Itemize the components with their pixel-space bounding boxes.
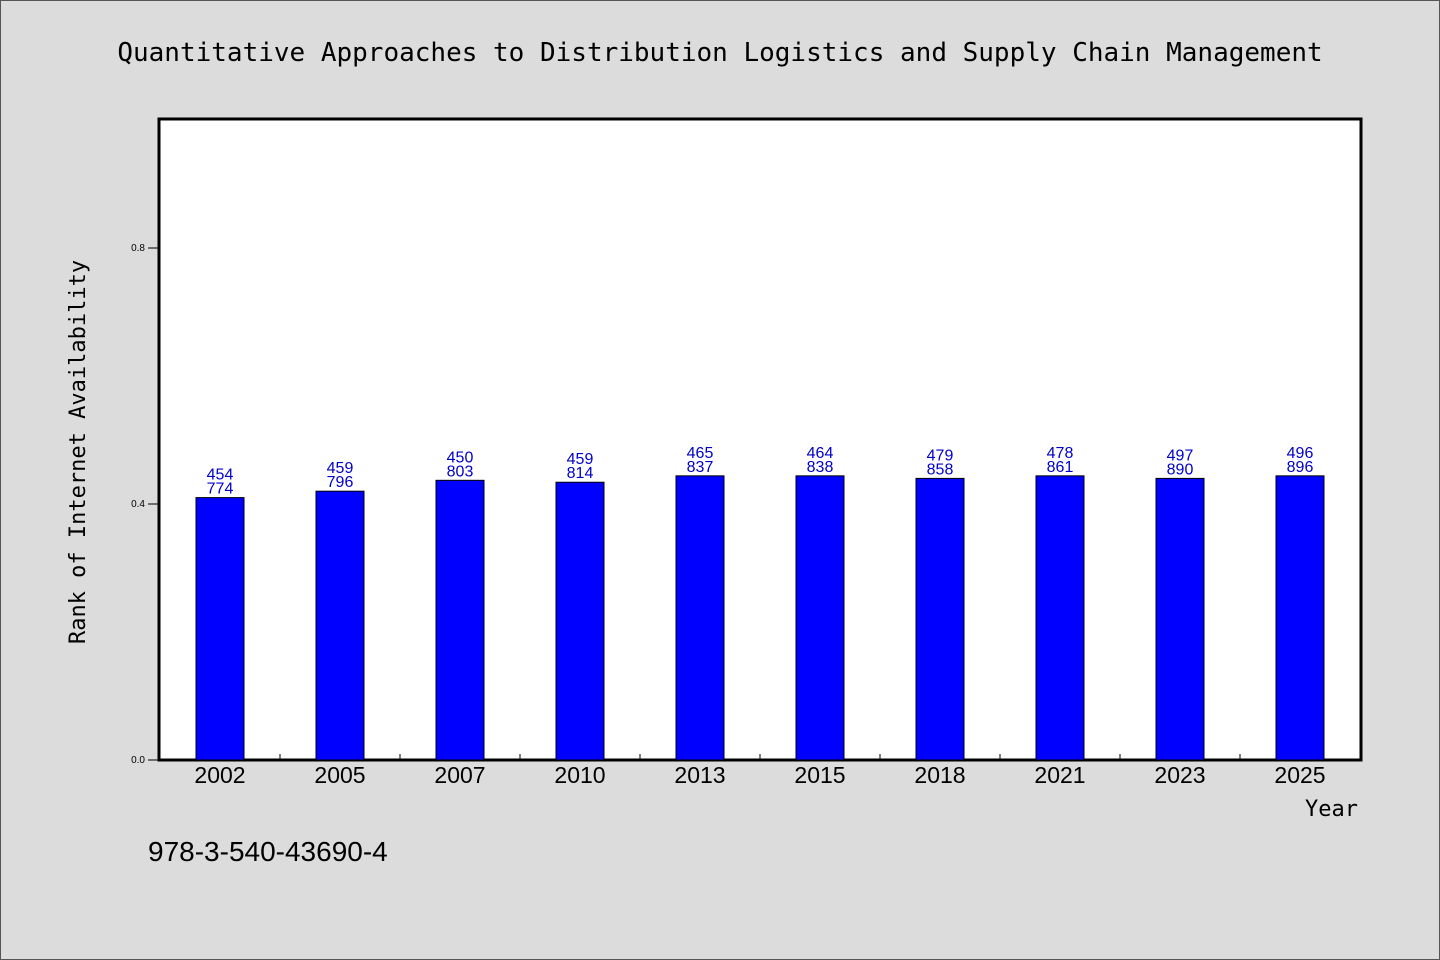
data-label-2002-1: 454 <box>207 467 234 484</box>
data-label-2018-1: 479 <box>927 447 954 464</box>
bar-2018 <box>915 477 965 761</box>
bar-2025 <box>1275 475 1325 761</box>
x-axis-label: Year <box>1305 797 1358 822</box>
isbn-code: 978-3-540-43690-4 <box>148 836 388 867</box>
data-label-2005-2: 796 <box>327 474 354 491</box>
x-tick-label-2002: 2002 <box>194 762 245 788</box>
chart-title: Quantitative Approaches to Distribution … <box>117 38 1322 68</box>
data-label-2025-2: 896 <box>1287 459 1314 476</box>
x-tick-label-2010: 2010 <box>554 762 605 788</box>
data-label-2010-2: 814 <box>567 465 594 482</box>
bar-2015 <box>795 475 845 761</box>
bar-2002 <box>195 497 245 761</box>
bar-2023 <box>1155 477 1205 761</box>
data-label-2015-1: 464 <box>807 445 834 462</box>
data-labels-group: 4547744597964508034598144658374648384798… <box>207 445 1314 498</box>
data-label-2005-1: 459 <box>327 460 354 477</box>
x-tick-label-2005: 2005 <box>314 762 365 788</box>
data-label-2015-2: 838 <box>807 459 834 476</box>
x-tick-label-2018: 2018 <box>914 762 965 788</box>
x-tick-label-2007: 2007 <box>434 762 485 788</box>
y-tick-label-1: 0.4 <box>131 499 145 510</box>
bars-group <box>195 475 1325 761</box>
x-tick-label-2013: 2013 <box>674 762 725 788</box>
x-tick-label-2025: 2025 <box>1274 762 1325 788</box>
bar-2013 <box>675 475 725 761</box>
data-label-2021-2: 861 <box>1047 459 1074 476</box>
data-label-2007-2: 803 <box>447 463 474 480</box>
data-label-2002-2: 774 <box>207 481 234 498</box>
x-axis-ticks: 2002 2005 2007 2010 2013 2015 2018 2021 2023 2025 <box>194 754 1326 788</box>
data-label-2018-2: 858 <box>927 461 954 478</box>
data-label-2023-1: 497 <box>1167 447 1194 464</box>
data-label-2023-2: 890 <box>1167 461 1194 478</box>
bar-2007 <box>435 479 485 761</box>
data-label-2013-1: 465 <box>687 445 714 462</box>
y-tick-label-0: 0.0 <box>131 755 145 766</box>
data-label-2010-1: 459 <box>567 451 594 468</box>
x-tick-label-2023: 2023 <box>1154 762 1205 788</box>
y-tick-label-2: 0.8 <box>131 243 145 254</box>
data-label-2025-1: 496 <box>1287 445 1314 462</box>
data-label-2021-1: 478 <box>1047 445 1074 462</box>
y-axis-ticks: 0.0 0.4 0.8 <box>131 243 160 766</box>
y-axis-label: Rank of Internet Availability <box>66 260 91 644</box>
data-label-2013-2: 837 <box>687 459 714 476</box>
bar-2010 <box>555 481 605 761</box>
bar-2005 <box>315 490 365 761</box>
bar-2021 <box>1035 475 1085 761</box>
x-tick-label-2021: 2021 <box>1034 762 1085 788</box>
x-tick-label-2015: 2015 <box>794 762 845 788</box>
data-label-2007-1: 450 <box>447 449 474 466</box>
